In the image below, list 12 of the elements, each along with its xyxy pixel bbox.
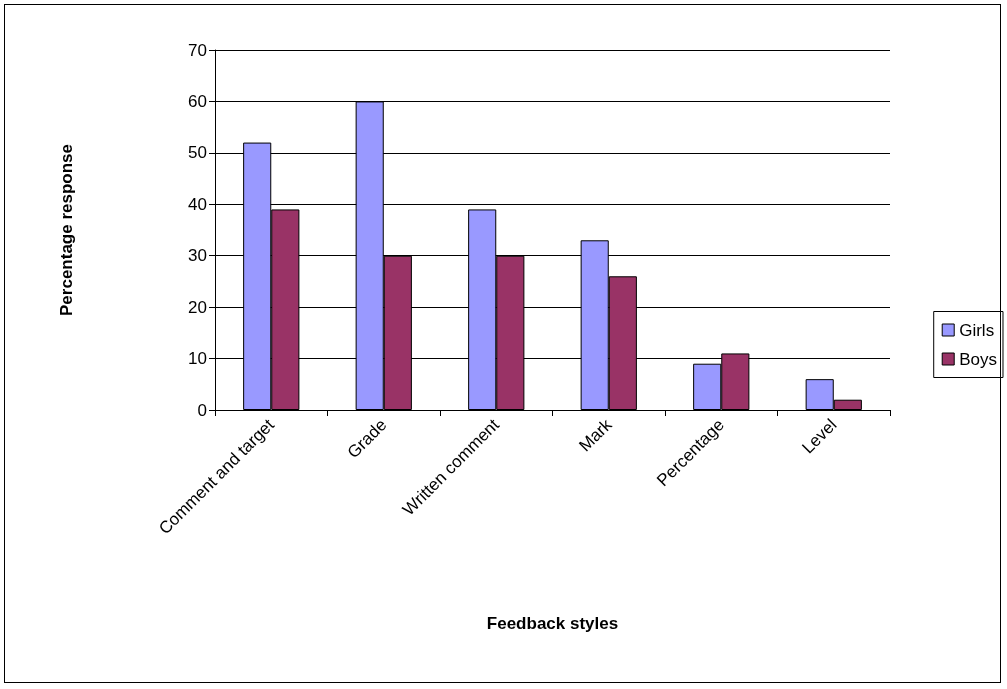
y-tick-label: 70 <box>188 40 207 60</box>
x-axis-title: Feedback styles <box>486 614 619 633</box>
y-tick-label: 20 <box>188 297 207 317</box>
y-tick-label: 60 <box>188 91 207 111</box>
legend-label: Boys <box>959 349 997 369</box>
y-tick-label: 40 <box>188 194 207 214</box>
y-tick-label: 0 <box>197 400 207 420</box>
y-tick-label: 50 <box>188 143 207 163</box>
y-tick-label: 10 <box>188 349 207 369</box>
y-tick-label: 30 <box>188 246 207 266</box>
legend-label: Girls <box>959 320 995 340</box>
y-axis-title: Percentage response <box>57 144 76 316</box>
